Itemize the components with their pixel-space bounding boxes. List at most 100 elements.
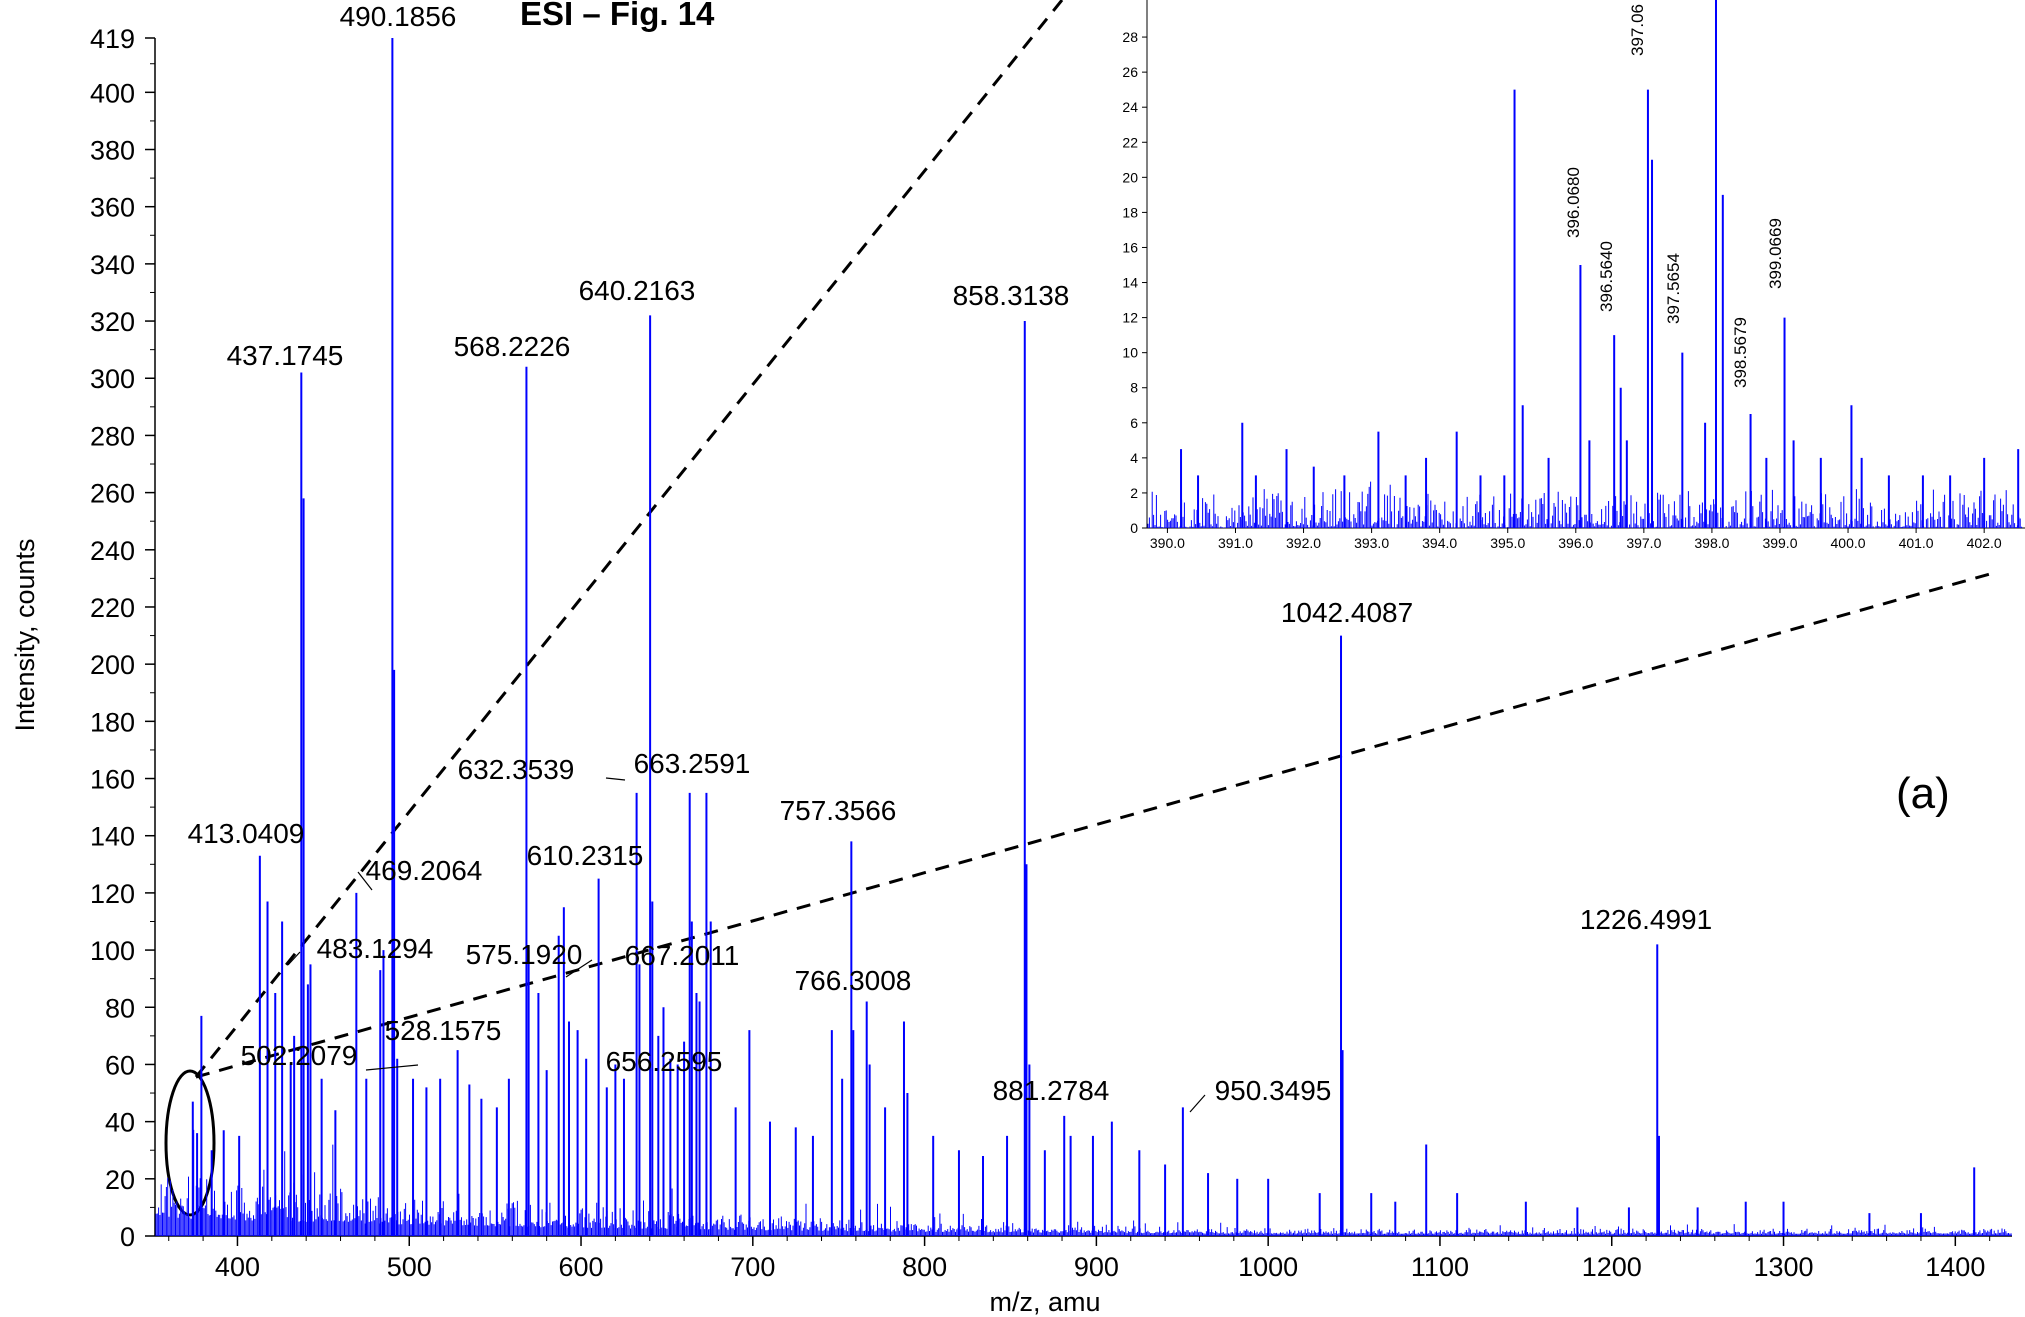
inset-peak-labels: 396.0680 396.5640 397.5654 398.5679 399.0669… [1564,4,1785,388]
peak-label: 1042.4087 [1281,597,1413,628]
peak-label: 656.2595 [606,1046,723,1077]
x-tick-label: 700 [730,1252,775,1282]
peak-label: 490.1856 [340,1,457,32]
y-tick-label: 220 [90,593,135,623]
x-axis-title: m/z, amu [989,1287,1100,1317]
inset-x-tick-label: 398.0 [1694,535,1729,551]
y-tick-label: 400 [90,78,135,108]
inset-y-tick-label: 6 [1130,415,1138,431]
y-tick-label: 80 [105,993,135,1023]
y-tick-label: 120 [90,879,135,909]
inset-peak-label: 396.5640 [1597,241,1616,312]
y-tick-label: 300 [90,364,135,394]
x-tick-label: 1100 [1411,1252,1469,1282]
y-tick-label: 20 [105,1165,135,1195]
y-tick-label: 340 [90,250,135,280]
peak-label: 1226.4991 [1580,904,1712,935]
y-tick-label: 0 [120,1222,135,1252]
peak-label: 858.3138 [953,280,1070,311]
inset-peak-label: 397.5654 [1664,253,1683,324]
peak-label: 502.2079 [241,1040,358,1071]
y-tick-label: 240 [90,536,135,566]
x-tick-label: 800 [902,1252,947,1282]
inset-y-tick-label: 8 [1130,380,1138,396]
zoom-guide-upper [194,0,1064,1078]
inset-x-tick-label: 395.0 [1490,535,1525,551]
inset-x-tick-label: 394.0 [1422,535,1457,551]
y-tick-label: 419 [90,24,135,54]
x-tick-label: 900 [1074,1252,1119,1282]
y-axis-title: Intensity, counts [10,538,40,731]
inset-x-tick-label: 396.0 [1558,535,1593,551]
x-tick-label: 1300 [1753,1252,1813,1282]
inset-y-tick-label: 22 [1122,134,1138,150]
peak-label: 568.2226 [454,331,571,362]
x-tick-label: 1200 [1582,1252,1642,1282]
inset-x-tick-label: 400.0 [1831,535,1866,551]
inset-x-tick-label: 392.0 [1286,535,1321,551]
y-tick-label: 180 [90,707,135,737]
inset-peak-label: 398.5679 [1731,317,1750,388]
y-tick-label: 60 [105,1050,135,1080]
y-tick-label: 40 [105,1108,135,1138]
peak-label-leader [287,951,301,966]
peak-label-leader [605,777,626,781]
peak-label: 413.0409 [188,818,305,849]
y-tick-label: 380 [90,136,135,166]
inset-y-tick-label: 24 [1122,99,1138,115]
peak-label: 483.1294 [317,933,434,964]
peak-label: 667.2011 [625,940,740,971]
inset-y-tick-label: 20 [1122,169,1138,185]
zoom-guide-lower [195,572,1991,1079]
y-tick-label: 200 [90,650,135,680]
y-tick-label: 320 [90,307,135,337]
peak-label: 575.1920 [466,939,583,970]
y-tick-label: 360 [90,193,135,223]
y-tick-label: 140 [90,822,135,852]
inset-y-tick-label: 10 [1122,345,1138,361]
x-tick-label: 400 [215,1252,260,1282]
peak-label: 469.2064 [366,855,483,886]
inset-y-tick-label: 2 [1130,485,1138,501]
inset-x-tick-label: 401.0 [1899,535,1934,551]
y-tick-label: 280 [90,421,135,451]
inset-y-tick-label: 12 [1122,310,1138,326]
inset-x-tick-label: 391.0 [1218,535,1253,551]
x-tick-label: 500 [387,1252,432,1282]
inset-y-tick-label: 28 [1122,29,1138,45]
peak-label-leader [357,871,373,891]
peak-label: 766.3008 [795,965,912,996]
inset-x-tick-label: 393.0 [1354,535,1389,551]
baseline-noise [155,1129,2012,1236]
inset-y-tick-label: 16 [1122,239,1138,255]
main-peak-labels: 490.1856 437.1745 568.2226 640.2163 858.3138… [188,1,1712,1113]
inset-y-tick-label: 18 [1122,204,1138,220]
inset-x-tick-label: 399.0 [1762,535,1797,551]
peak-label: 528.1575 [385,1015,502,1046]
peak-label: 632.3539 [458,754,575,785]
peak-label-leader [1189,1094,1206,1113]
peak-label: 663.2591 [634,748,751,779]
peak-label: 610.2315 [527,840,644,871]
inset-background [1115,0,2025,530]
inset-peak-label: 399.0669 [1766,218,1785,289]
peak-label: 437.1745 [227,340,344,371]
y-tick-label: 160 [90,765,135,795]
inset-y-tick-label: 26 [1122,64,1138,80]
y-tick-label: 100 [90,936,135,966]
zoom-region-ellipse [164,1069,216,1217]
x-tick-label: 1000 [1238,1252,1298,1282]
x-tick-label: 1400 [1925,1252,1985,1282]
peak-label-leader [565,959,593,978]
figure-title: ESI – Fig. 14 [520,0,715,32]
inset-peak-label: 396.0680 [1564,167,1583,238]
panel-label: (a) [1896,769,1950,818]
peak-label: 640.2163 [579,275,696,306]
inset-x-tick-label: 397.0 [1626,535,1661,551]
peak-label: 881.2784 [993,1075,1110,1106]
inset-x-tick-label: 390.0 [1150,535,1185,551]
main-axes: 0204060801001201401601802002202402602803… [90,24,2012,1282]
